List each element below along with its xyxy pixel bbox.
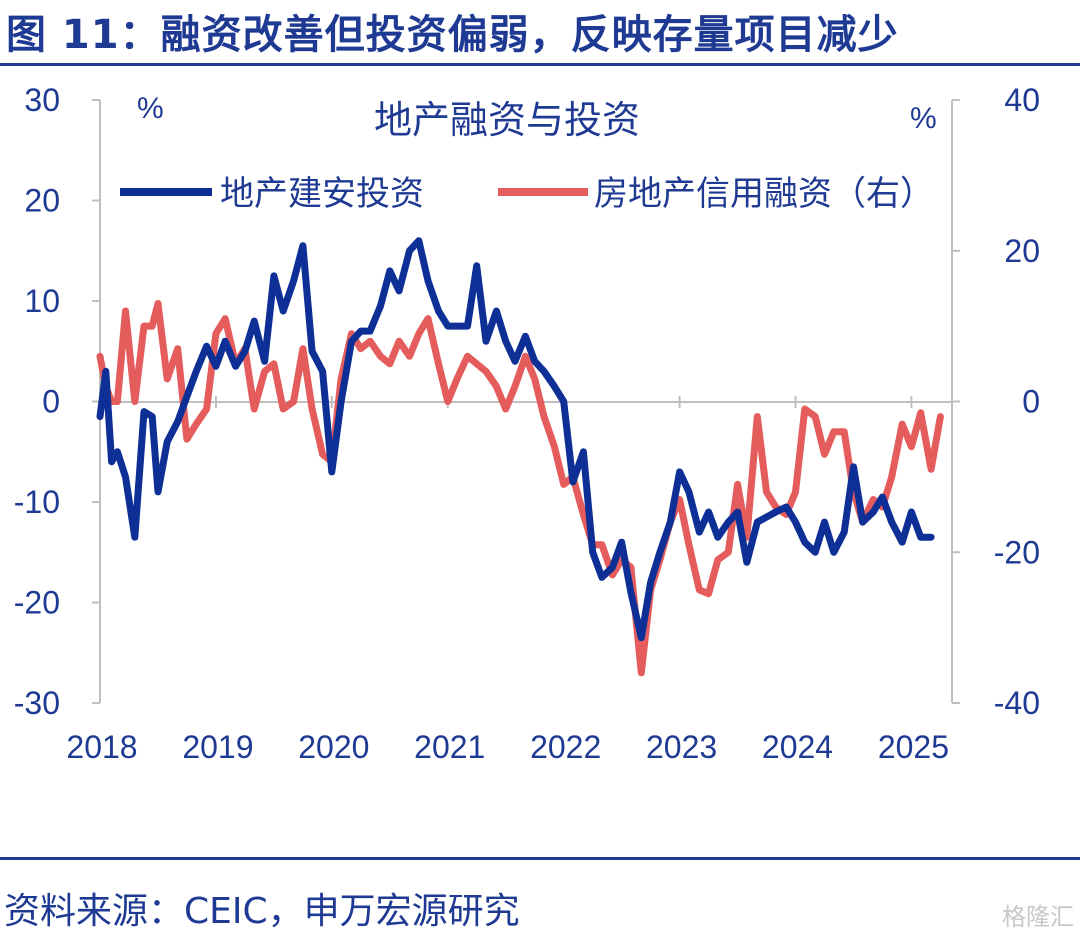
left-tick-label: -30 xyxy=(14,685,60,721)
plot-area: 30 20 10 0 -10 -20 -30 40 20 0 -20 -40 2018 2019 202… xyxy=(14,82,1040,765)
series-line-credit xyxy=(96,300,944,677)
watermark-logo: 格隆汇 xyxy=(1002,903,1074,931)
legend: 地产建安投资 房地产信用融资（右） xyxy=(120,174,934,214)
legend-label-construction: 地产建安投资 xyxy=(220,174,424,214)
source-rule xyxy=(0,857,1080,860)
right-tick-label: 0 xyxy=(1022,384,1040,420)
right-unit-label: % xyxy=(910,102,937,135)
x-tick-label: 2018 xyxy=(66,729,137,765)
x-tick-label: 2025 xyxy=(878,729,949,765)
right-tick-label: 40 xyxy=(1004,82,1040,118)
legend-label-credit: 房地产信用融资（右） xyxy=(594,174,934,214)
source-note: 资料来源：CEIC，申万宏源研究 xyxy=(4,891,520,932)
x-tick-label: 2021 xyxy=(414,729,485,765)
series-layer xyxy=(96,237,944,677)
x-tick-label: 2022 xyxy=(530,729,601,765)
left-tick-label: 30 xyxy=(24,82,60,118)
title-rule xyxy=(0,63,1080,66)
left-tick-label: 0 xyxy=(42,384,60,420)
x-tick-label: 2023 xyxy=(646,729,717,765)
left-tick-label: 10 xyxy=(24,283,60,319)
chart-title: 地产融资与投资 xyxy=(374,98,640,142)
x-tick-label: 2020 xyxy=(298,729,369,765)
x-axis-ticks: 2018 2019 2020 2021 2022 2023 2024 2025 xyxy=(66,396,949,765)
x-tick-label: 2019 xyxy=(182,729,253,765)
right-tick-label: -20 xyxy=(994,534,1040,570)
left-tick-label: -20 xyxy=(14,585,60,621)
left-tick-label: -10 xyxy=(14,484,60,520)
x-tick-label: 2024 xyxy=(762,729,833,765)
left-axis-ticks: 30 20 10 0 -10 -20 -30 xyxy=(14,82,100,721)
left-tick-label: 20 xyxy=(24,183,60,219)
right-axis-ticks: 40 20 0 -20 -40 xyxy=(952,82,1040,721)
series-line-construction xyxy=(96,237,935,642)
right-tick-label: -40 xyxy=(994,685,1040,721)
right-tick-label: 20 xyxy=(1004,233,1040,269)
left-unit-label: % xyxy=(137,92,164,125)
figure-title: 图 11：融资改善但投资偏弱，反映存量项目减少 xyxy=(6,12,899,58)
